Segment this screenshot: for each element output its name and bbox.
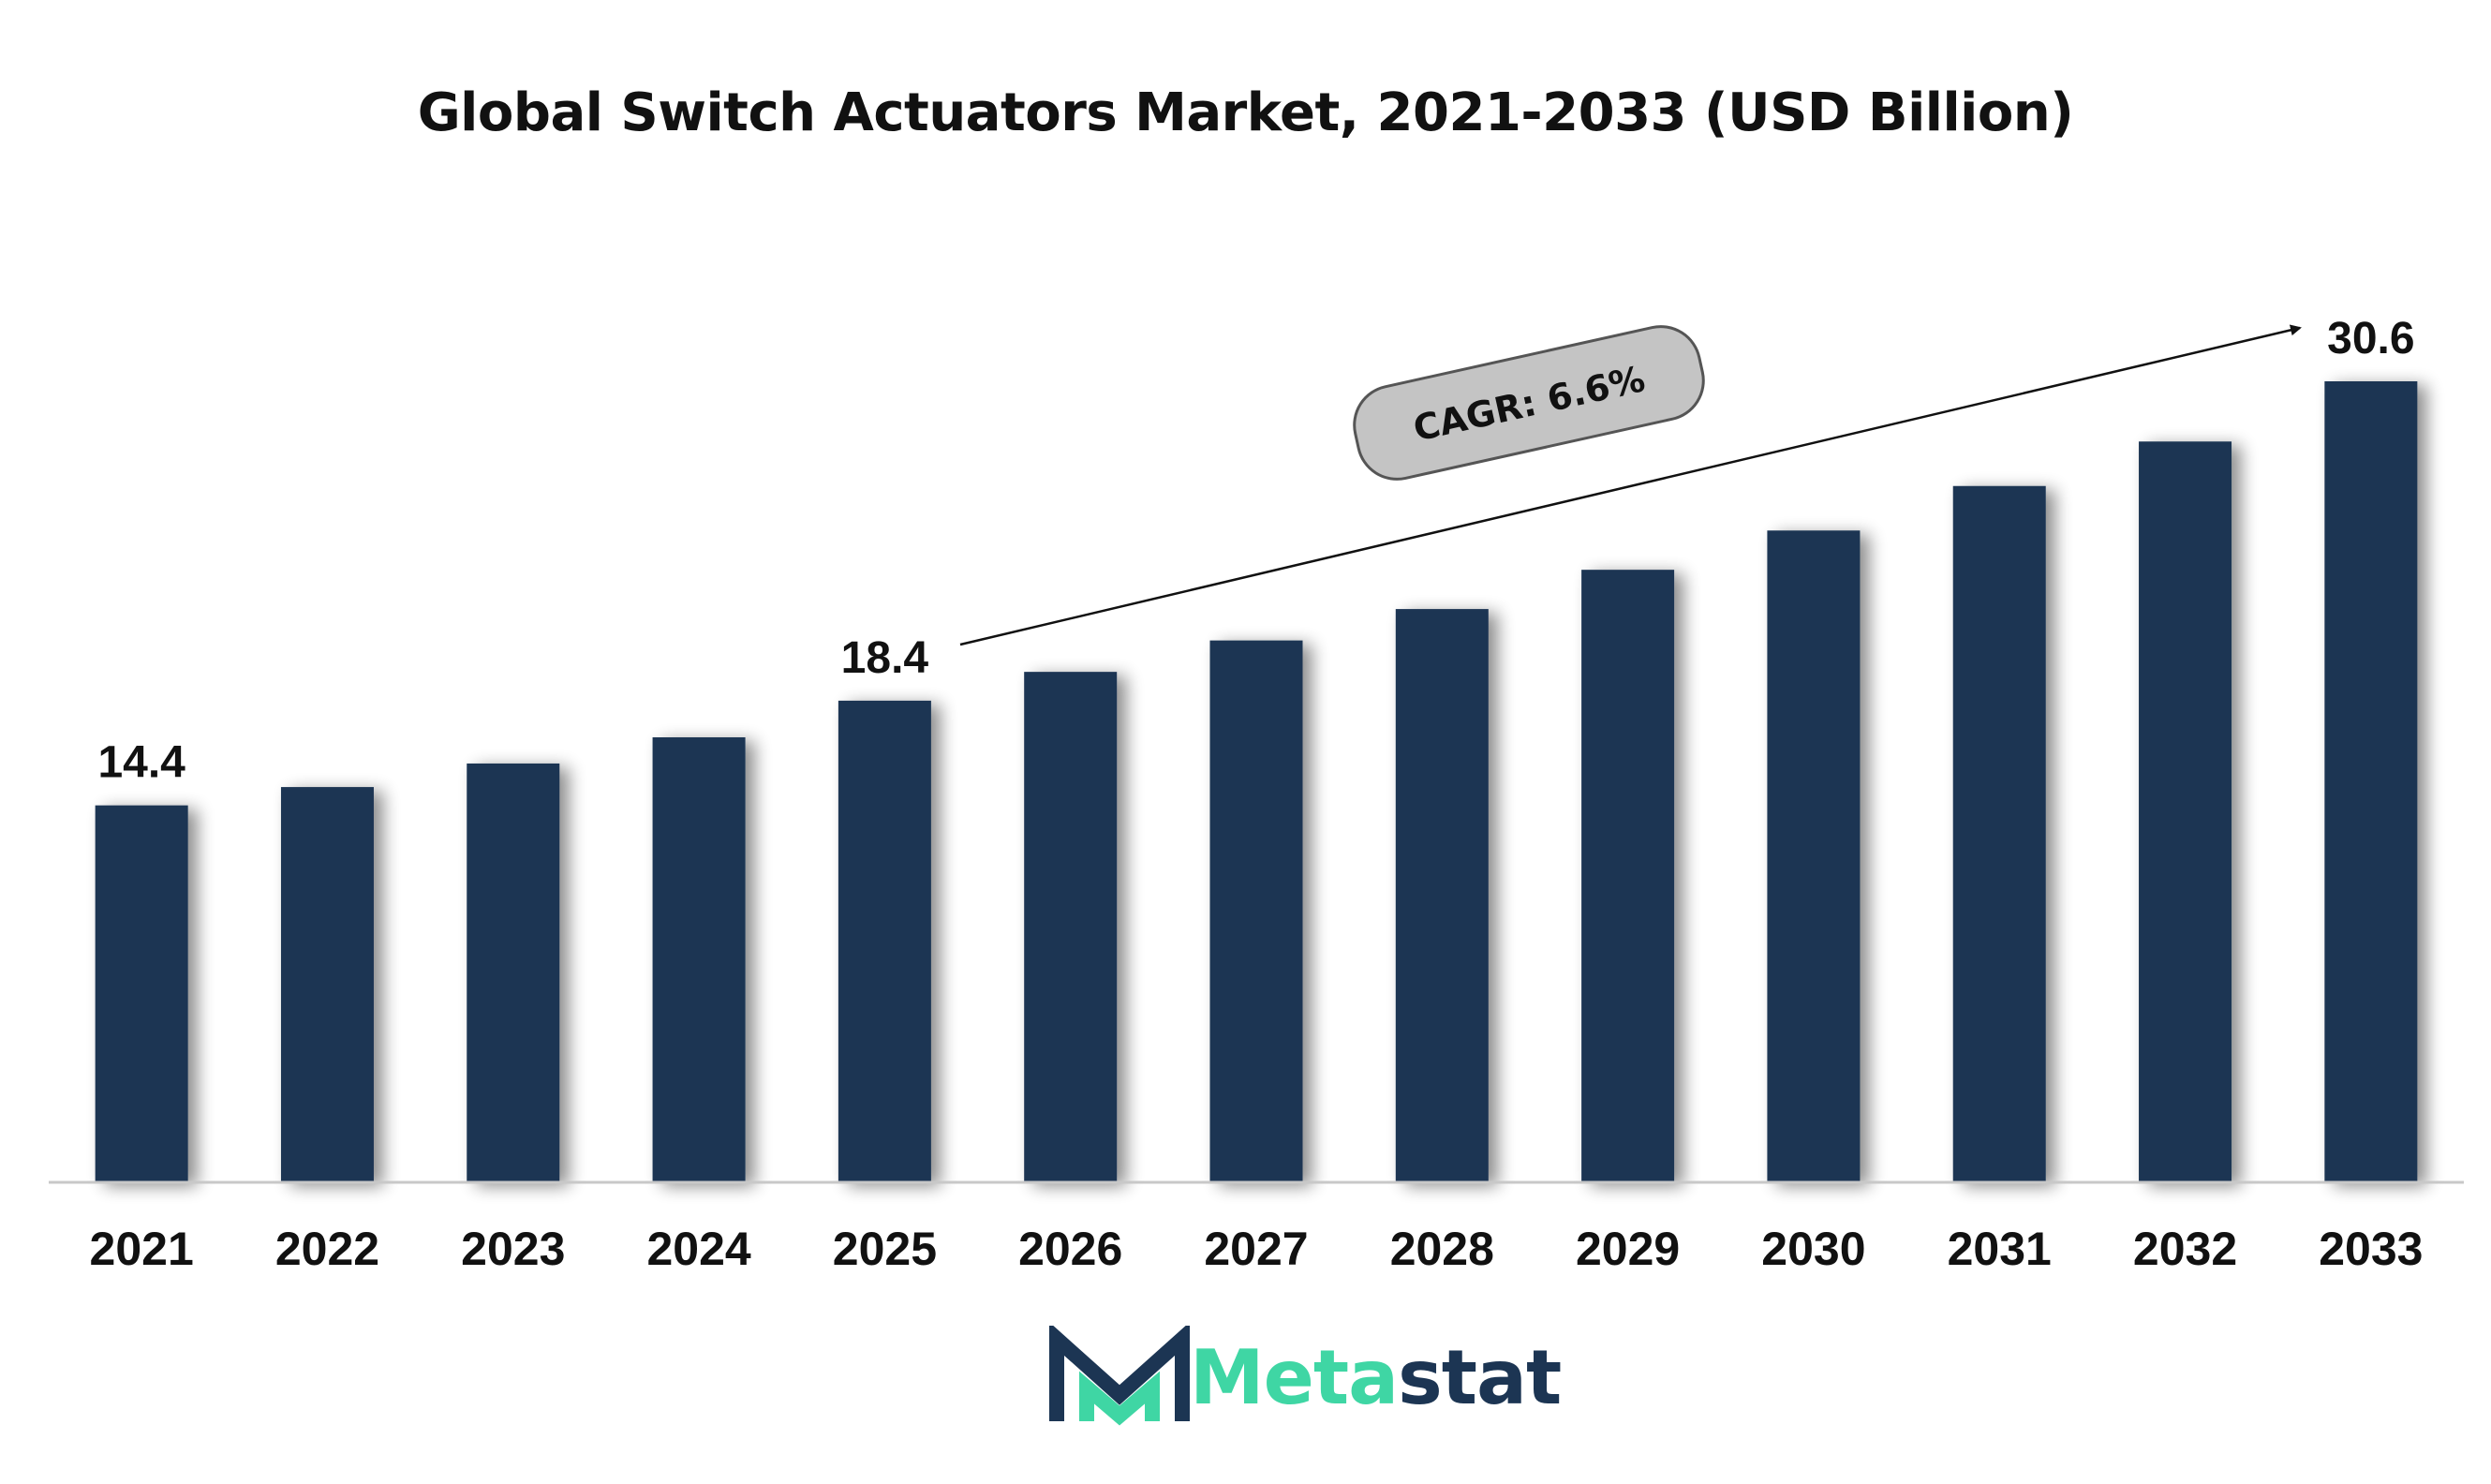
x-tick-2028: 2028 — [1390, 1223, 1494, 1275]
bar-2032 — [2139, 441, 2232, 1182]
data-labels: 14.4 18.4 30.6 — [97, 314, 2414, 788]
x-tick-2030: 2030 — [1761, 1223, 1865, 1275]
metastat-m-icon — [1049, 1326, 1190, 1426]
bar-2023 — [467, 763, 560, 1182]
x-tick-2027: 2027 — [1204, 1223, 1308, 1275]
x-tick-2033: 2033 — [2319, 1223, 2423, 1275]
bar-2029 — [1581, 570, 1675, 1182]
data-label-2033: 30.6 — [2327, 314, 2414, 364]
x-tick-labels: 2021 2022 2023 2024 2025 2026 2027 2028 2029 2030… — [90, 1223, 2424, 1275]
x-tick-2026: 2026 — [1018, 1223, 1122, 1275]
cagr-trend-arrow — [959, 324, 2302, 646]
bar-2025 — [838, 700, 931, 1182]
x-tick-2022: 2022 — [275, 1223, 379, 1275]
cagr-badge: CAGR: 6.6% — [1353, 325, 1705, 481]
data-label-2025: 18.4 — [841, 633, 929, 683]
data-label-2021: 14.4 — [97, 738, 185, 788]
logo-text-stat: stat — [1398, 1333, 1562, 1421]
x-tick-2023: 2023 — [461, 1223, 565, 1275]
x-tick-2025: 2025 — [833, 1223, 937, 1275]
x-tick-2029: 2029 — [1576, 1223, 1680, 1275]
bar-2024 — [652, 737, 746, 1182]
bar-2033 — [2324, 381, 2418, 1182]
bar-2031 — [1952, 485, 2046, 1182]
x-tick-2032: 2032 — [2133, 1223, 2237, 1275]
bar-2021 — [95, 805, 188, 1182]
x-tick-2024: 2024 — [646, 1223, 750, 1275]
bar-2028 — [1395, 609, 1489, 1182]
bar-2027 — [1209, 640, 1303, 1182]
x-tick-2031: 2031 — [1948, 1223, 2052, 1275]
bar-2022 — [280, 787, 374, 1182]
metastat-wordmark: Metastat — [1190, 1333, 1562, 1421]
metastat-logo: Metastat — [1049, 1326, 1562, 1429]
chart-title: Global Switch Actuators Market, 2021-203… — [417, 82, 2074, 143]
logo-text-meta: Meta — [1190, 1333, 1399, 1421]
bars-layer — [95, 381, 2418, 1182]
bar-2030 — [1767, 530, 1861, 1182]
x-tick-2021: 2021 — [90, 1223, 194, 1275]
bar-2026 — [1024, 672, 1118, 1182]
